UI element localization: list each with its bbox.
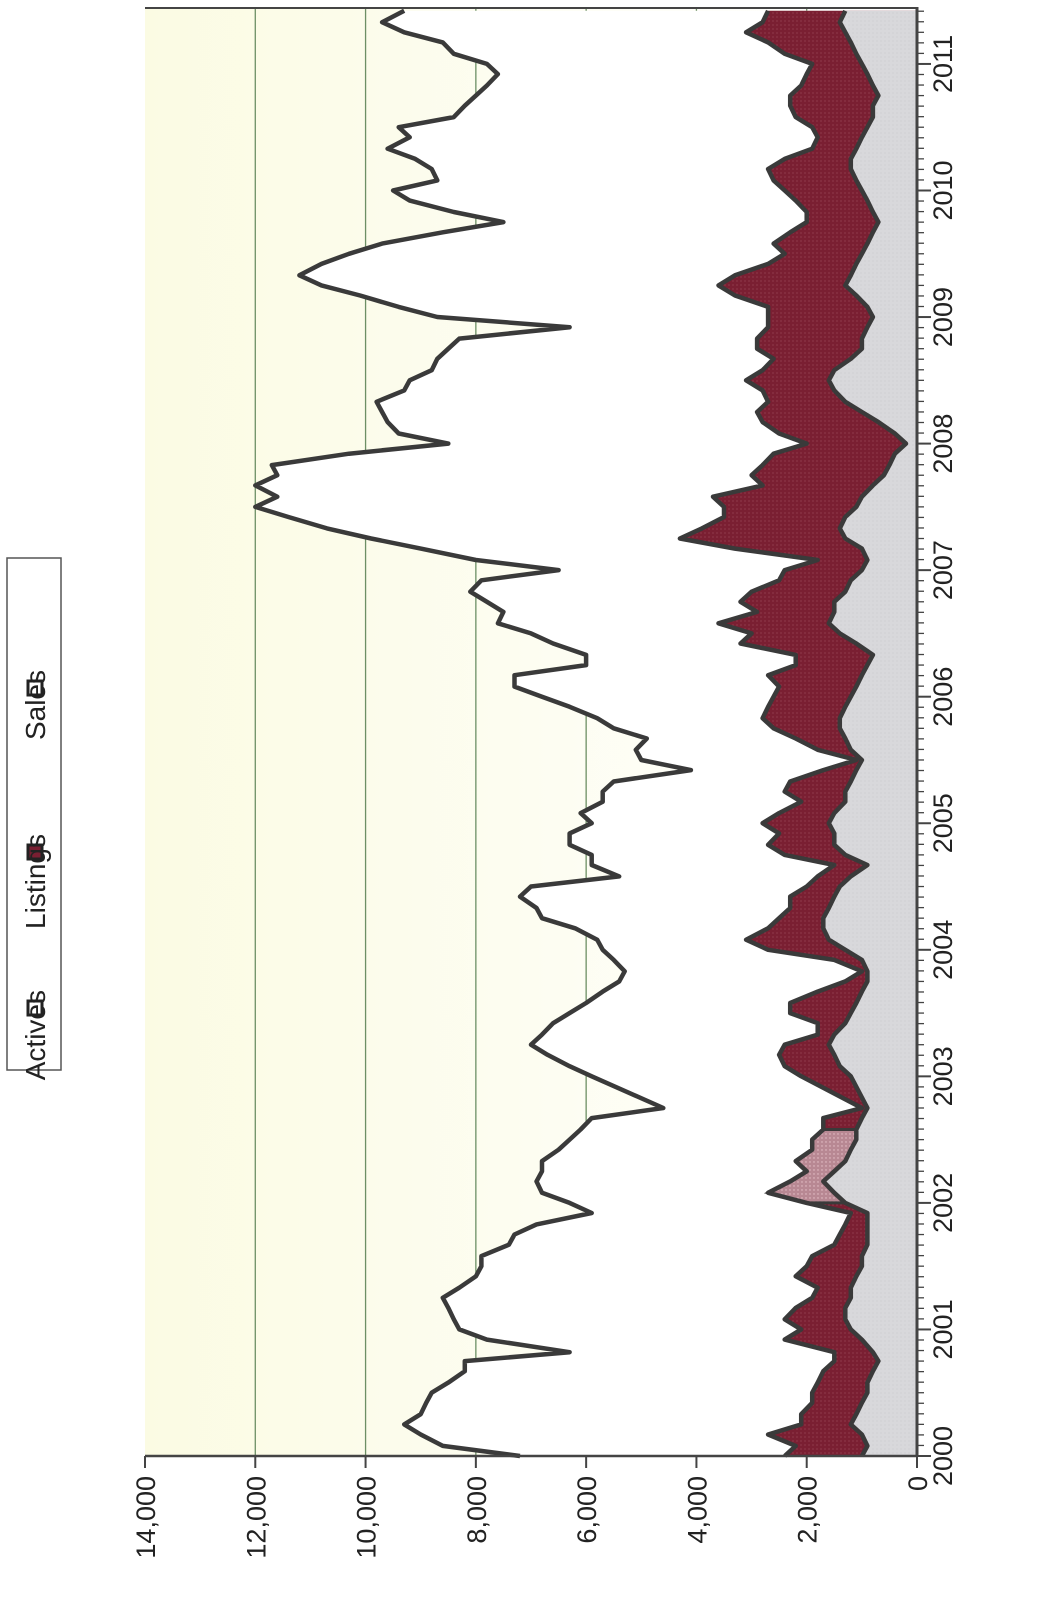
time-tick-label: 2003 [928, 1046, 958, 1106]
series-actives-area [255, 10, 918, 1456]
time-tick-label: 2000 [928, 1426, 958, 1486]
value-tick-label: 12,000 [241, 1476, 271, 1559]
legend-swatch-actives [26, 999, 44, 1017]
value-tick-label: 6,000 [572, 1476, 602, 1544]
value-tick-label: 2,000 [793, 1476, 823, 1544]
value-tick-label: 14,000 [131, 1476, 161, 1559]
legend: Actives Listings Sales [6, 557, 62, 1080]
series-listings-line [677, 9, 865, 1458]
time-tick-label: 2011 [928, 35, 958, 93]
series-sales-line [821, 9, 909, 1458]
value-tick-label: 8,000 [462, 1476, 492, 1544]
value-tick-label: 0 [903, 1476, 933, 1491]
legend-item-actives: Actives [20, 990, 51, 1080]
time-tick-label: 2007 [928, 540, 958, 600]
time-tick-label: 2001 [928, 1299, 958, 1359]
time-tick-label: 2004 [928, 920, 958, 980]
time-tick-label: 2002 [928, 1173, 958, 1233]
plot-area [145, 7, 918, 1459]
time-tick-label: 2006 [928, 667, 958, 727]
axes: 0 2,000 4,000 6,000 8,000 10,000 12,000 14,000 2… [131, 7, 958, 1559]
legend-label-actives: Actives [20, 990, 51, 1080]
time-tick-label: 2005 [928, 793, 958, 853]
legend-label-sales: Sales [20, 670, 51, 740]
legend-item-sales: Sales [20, 670, 51, 740]
time-tick-label: 2009 [928, 287, 958, 347]
legend-swatch-listings [26, 843, 44, 861]
value-tick-label: 4,000 [682, 1476, 712, 1544]
legend-label-listings: Listings [20, 834, 51, 929]
legend-swatch-sales [26, 679, 44, 697]
time-tick-label: 2010 [928, 160, 958, 220]
legend-item-listings: Listings [20, 834, 51, 929]
value-tick-label: 10,000 [352, 1476, 382, 1559]
legend-box [6, 557, 62, 1071]
time-tick-label: 2008 [928, 414, 958, 474]
series-actives-line [253, 8, 694, 1459]
series-sales-area [823, 10, 917, 1456]
